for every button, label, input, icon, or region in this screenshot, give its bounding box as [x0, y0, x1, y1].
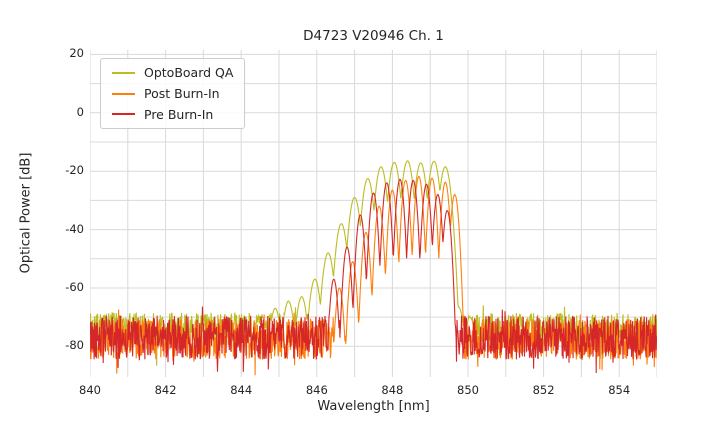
legend-item-post-burn-in: Post Burn-In	[112, 85, 233, 101]
x-tick-label: 854	[608, 383, 631, 397]
chart-title: D4723 V20946 Ch. 1	[303, 28, 444, 44]
y-tick-label: -80	[65, 338, 84, 353]
x-tick-label: 846	[305, 383, 328, 397]
legend: OptoBoard QA Post Burn-In Pre Burn-In	[100, 58, 246, 130]
x-tick-label: 852	[532, 383, 555, 397]
legend-line-swatch	[112, 113, 135, 116]
legend-label: Post Burn-In	[144, 85, 220, 101]
x-axis-label: Wavelength [nm]	[317, 399, 430, 414]
plot-area	[90, 50, 657, 377]
y-tick-label: -20	[65, 163, 84, 178]
series-line-pre-burn-in	[90, 178, 657, 374]
legend-label: Pre Burn-In	[144, 106, 214, 122]
y-tick-label: 20	[69, 46, 84, 61]
legend-line-swatch	[112, 71, 135, 74]
x-tick-label: 840	[79, 383, 101, 397]
y-tick-label: 0	[76, 104, 84, 119]
y-tick-label: -60	[65, 279, 84, 294]
legend-item-pre-burn-in: Pre Burn-In	[112, 106, 233, 122]
x-tick-label: 842	[154, 383, 177, 397]
legend-label: OptoBoard QA	[144, 65, 234, 80]
legend-item-optoboard-qa: OptoBoard QA	[112, 66, 233, 80]
y-axis-label: Optical Power [dB]	[18, 152, 34, 274]
y-tick-label: -40	[65, 221, 84, 236]
legend-line-swatch	[112, 92, 135, 95]
x-tick-label: 848	[381, 383, 404, 397]
x-tick-label: 844	[230, 383, 253, 397]
x-tick-label: 850	[457, 383, 479, 397]
